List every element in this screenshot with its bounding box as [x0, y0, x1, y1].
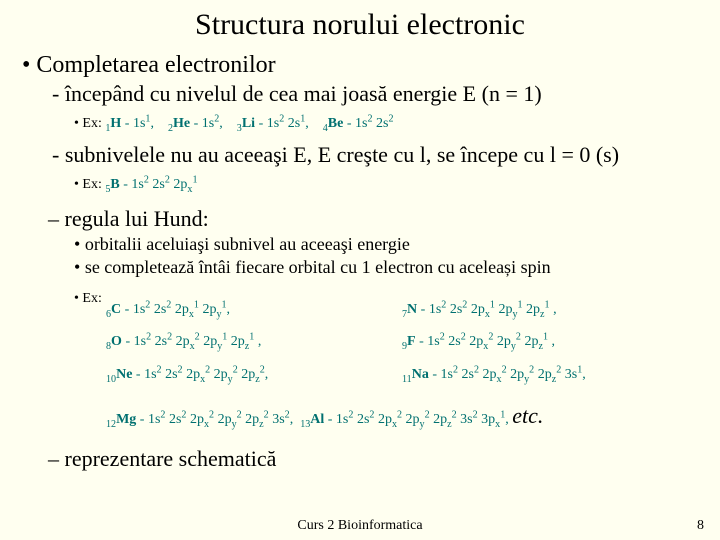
hund-heading: – regula lui Hund:: [48, 206, 698, 232]
ex1-container: 1H - 1s1, 2He - 1s2, 3Li - 1s2 2s1, 4Be …: [105, 116, 393, 131]
example-row-1: Ex: 1H - 1s1, 2He - 1s2, 3Li - 1s2 2s1, …: [74, 111, 698, 138]
page-title: Structura norului electronic: [22, 8, 698, 42]
ex-label: Ex:: [82, 116, 101, 131]
schematic-heading: – reprezentare schematică: [48, 446, 698, 472]
heading-completarea: Completarea electronilor: [22, 52, 698, 79]
ex-label: Ex:: [82, 177, 101, 192]
ex3-grid: 6C - 1s2 2s2 2px1 2py1, 7N - 1s2 2s2 2px…: [74, 297, 698, 389]
ex3-last-row: 12Mg - 1s2 2s2 2px2 2py2 2pz2 3s2, 13Al …: [74, 395, 698, 437]
ex2-container: 5B - 1s2 2s2 2px1: [105, 177, 197, 192]
etc-text: etc.: [512, 403, 543, 428]
footer-page-number: 8: [697, 518, 704, 534]
ex-label: Ex:: [82, 291, 101, 306]
example-row-2: Ex: 5B - 1s2 2s2 2px1: [74, 172, 698, 199]
hund-point-0: orbitalii aceluiaşi subnivel au aceeaşi …: [74, 234, 698, 255]
hund-point-1: se completează întâi fiecare orbital cu …: [74, 257, 698, 278]
rule-2: - subnivelele nu au aceeaşi E, E creşte …: [52, 142, 698, 168]
footer-center: Curs 2 Bioinformatica: [0, 518, 720, 534]
rule-1: - începând cu nivelul de cea mai joasă e…: [52, 81, 698, 107]
